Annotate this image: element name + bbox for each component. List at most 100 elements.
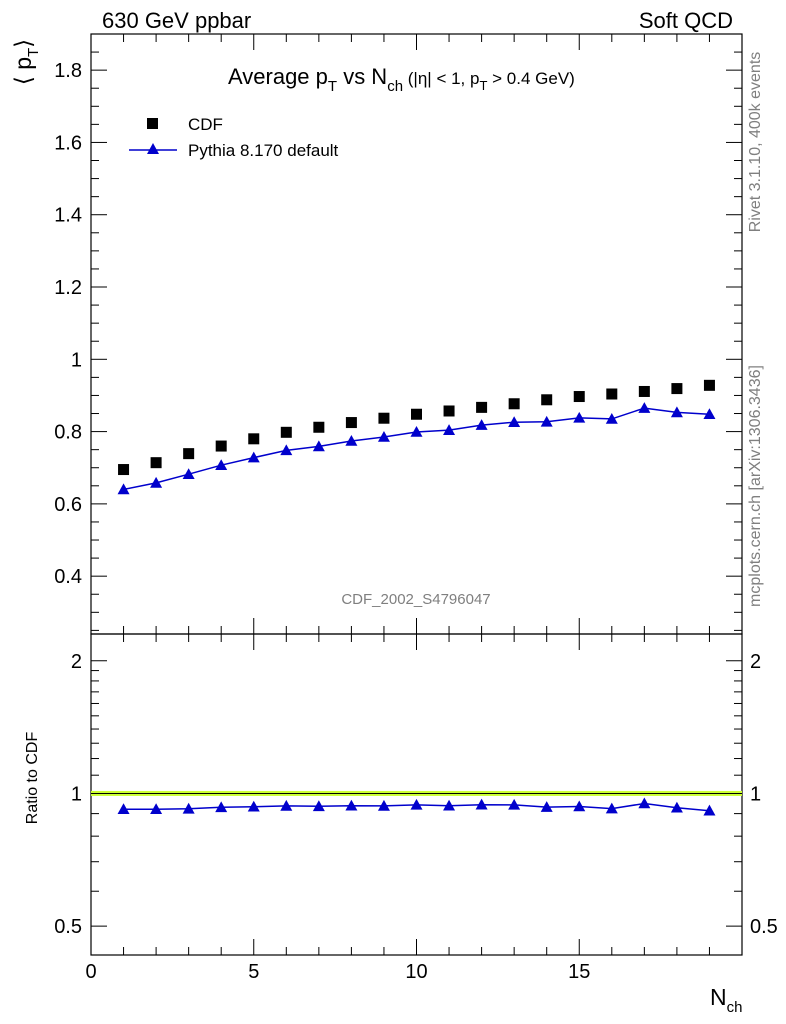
pythia-point [638,402,651,413]
pythia-point [247,451,260,463]
legend-marker-cdf [147,118,158,129]
cdf-point [313,421,325,433]
main-title-vs: vs N [337,64,387,89]
ratio-y-tick-label: 1 [71,783,82,805]
ratio-y-tick-label-right: 2 [750,651,761,673]
cdf-point [671,383,683,395]
main-ylabel-close: ⟩ [10,39,36,48]
mcplots-label: mcplots.cern.ch [arXiv:1306.3436] [747,365,764,607]
main-y-tick-label: 1.6 [54,132,82,154]
cdf-point [215,440,227,452]
x-axis-label: Nch [710,984,742,1016]
cdf-point [378,412,390,424]
cdf-point [443,405,455,417]
ratio-point [670,801,683,813]
ratio-point [150,803,163,814]
main-panel: 0.4 0.6 0.8 1 1.2 1.4 1.6 1.8 [54,33,743,635]
main-y-tick-label: 1.4 [54,205,82,227]
pythia-point [508,416,521,427]
ratio-y-tick-label-right: 1 [750,783,761,805]
main-title-vs-sub: ch [387,78,403,95]
pythia-point [410,425,423,437]
main-ylabel-sub: T [25,48,42,57]
pythia-point [540,415,553,427]
x-axis-label-sub: ch [727,999,743,1016]
pythia-point [670,406,683,418]
cdf-point [508,398,520,410]
cdf-point [411,408,422,420]
ratio-panel: 0 5 10 15 0.5 0.5 1 1 2 2 [54,633,778,983]
legend: CDF Pythia 8.170 default [129,115,339,160]
cdf-point [248,433,260,445]
x-tick-label: 0 [85,961,96,983]
main-title: Average pT vs Nch (|η| < 1, pT > 0.4 GeV… [228,64,575,95]
legend-label-pythia: Pythia 8.170 default [188,141,339,160]
main-y-tick-label: 1 [71,349,82,371]
header-right: Soft QCD [639,8,733,33]
cdf-point [345,417,357,429]
ratio-point [638,797,651,809]
ratio-point [117,803,130,814]
pythia-point [117,483,130,495]
main-y-tick-label: 1.2 [54,277,82,299]
main-title-cut-open: (|η| < 1, p [403,69,479,88]
ratio-point [703,804,716,816]
main-ylabel-open: ⟨ p [10,57,36,85]
main-title-text: Average p [228,64,328,89]
pythia-point [215,459,228,471]
pythia-point [150,476,163,488]
cdf-point [606,388,618,400]
x-axis-label-main: N [710,984,727,1010]
pythia-point [377,431,390,442]
ratio-point [377,799,390,811]
pythia-point [280,444,293,456]
main-title-cut-close: > 0.4 GeV) [487,69,574,88]
ratio-y-tick-label-right: 0.5 [750,916,778,938]
main-y-tick-label: 0.8 [54,422,82,444]
x-tick-label: 5 [248,961,259,983]
header-left: 630 GeV ppbar [102,8,251,33]
pythia-point [475,419,488,430]
ratio-point [540,801,553,812]
cdf-point [280,426,292,438]
ratio-point [182,802,195,814]
legend-label-cdf: CDF [188,115,223,134]
ratio-point [312,800,325,812]
pythia-point [345,434,358,446]
analysis-watermark: CDF_2002_S4796047 [341,591,490,608]
ratio-point [443,799,456,811]
ratio-point [508,798,521,810]
pythia-point [605,412,618,424]
pythia-point [573,411,586,423]
ratio-ylabel: Ratio to CDF [24,732,41,825]
ratio-point [475,798,488,810]
ratio-point [345,799,358,811]
main-y-tick-label: 0.6 [54,494,82,516]
cdf-point [638,385,650,397]
ratio-point [247,800,260,812]
cdf-point [183,448,195,460]
cdf-point [541,394,553,406]
cdf-point [118,464,130,476]
cdf-point [150,457,162,469]
x-tick-label: 15 [568,961,590,983]
ratio-point [573,800,586,812]
main-y-tick-label: 1.8 [54,60,82,82]
main-y-tick-label: 0.4 [54,566,82,588]
ratio-y-tick-label: 2 [71,651,82,673]
cdf-point [703,379,715,391]
ratio-point [410,798,423,810]
x-tick-label: 10 [405,961,427,983]
pythia-point [443,424,456,435]
main-ylabel: ⟨ pT⟩ [10,39,42,85]
pythia-series-line [123,407,710,491]
cdf-point [573,391,585,403]
ratio-point [605,802,618,814]
main-title-cut-sub: T [479,78,487,93]
ratio-y-tick-label: 0.5 [54,916,82,938]
main-title-sub: T [328,78,337,95]
cdf-point [476,401,488,413]
rivet-label: Rivet 3.1.10, 400k events [747,52,764,233]
pythia-point [312,440,325,452]
